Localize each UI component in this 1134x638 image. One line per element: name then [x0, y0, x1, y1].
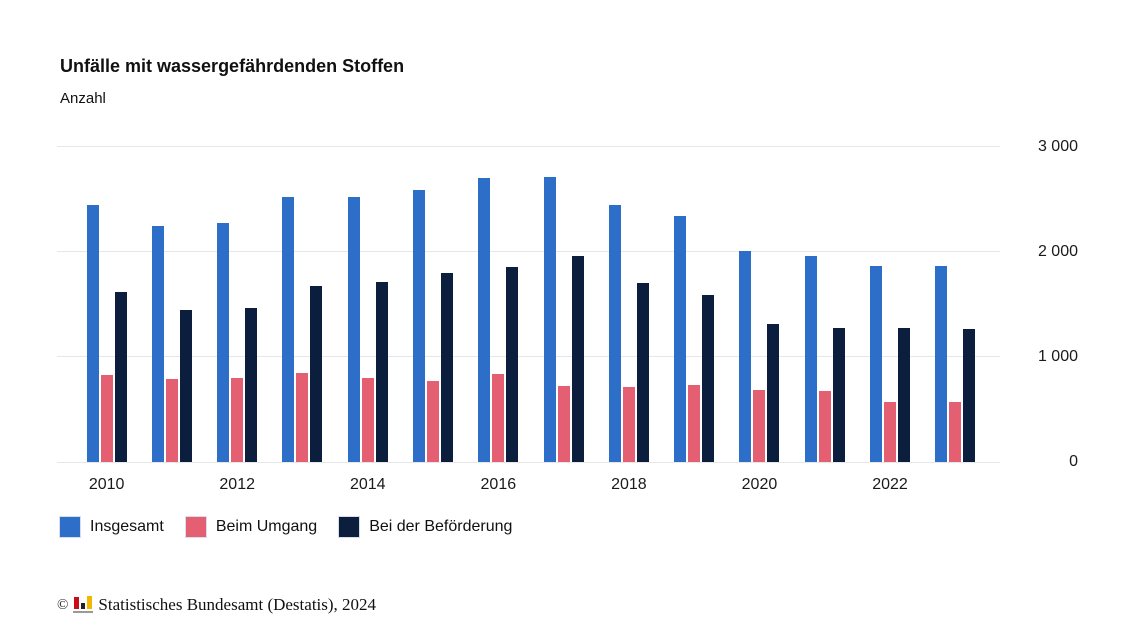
x-tick-label-2014: 2014: [349, 476, 386, 493]
bar-insgesamt-2015[interactable]: [413, 190, 426, 462]
bar-beim-umgang-2021[interactable]: [818, 391, 831, 462]
x-tick-empty: [923, 476, 988, 494]
legend-label: Bei der Beförderung: [369, 518, 513, 535]
bar-insgesamt-2017[interactable]: [543, 177, 556, 462]
bar-bei-der-bef-rderung-2016[interactable]: [506, 267, 519, 462]
bar-bei-der-bef-rderung-2021[interactable]: [832, 328, 845, 462]
bar-group-2012: [205, 147, 270, 462]
bar-group-2013: [270, 147, 335, 462]
y-tick-label-0: 0: [1069, 453, 1078, 470]
bar-beim-umgang-2018[interactable]: [622, 387, 635, 462]
bar-bei-der-bef-rderung-2012[interactable]: [245, 308, 258, 462]
bar-group-2022: [857, 147, 922, 462]
bar-beim-umgang-2019[interactable]: [688, 385, 701, 462]
bar-bei-der-bef-rderung-2015[interactable]: [441, 273, 454, 462]
legend-label: Insgesamt: [90, 518, 164, 535]
legend-swatch-insgesamt: [60, 517, 80, 537]
x-tick-empty: [662, 476, 727, 494]
x-tick-label-2022: 2022: [872, 476, 908, 493]
legend-swatch-bei-der-bef-rderung: [339, 517, 360, 537]
bar-insgesamt-2021[interactable]: [804, 256, 817, 462]
x-tick-label-2018: 2018: [611, 476, 647, 493]
bar-beim-umgang-2017[interactable]: [557, 386, 570, 462]
bar-insgesamt-2022[interactable]: [870, 266, 883, 462]
gridline-3000: [57, 146, 1000, 147]
bar-beim-umgang-2016[interactable]: [492, 374, 505, 462]
y-axis-labels: 3 000 2 000 1 000 0: [1005, 138, 1078, 470]
bar-bei-der-bef-rderung-2014[interactable]: [375, 282, 388, 462]
bar-group-2014: [335, 147, 400, 462]
bar-group-2020: [727, 147, 792, 462]
x-tick-label-2012: 2012: [219, 476, 255, 493]
bar-group-2021: [792, 147, 857, 462]
bar-beim-umgang-2010[interactable]: [100, 375, 113, 462]
x-tick-label-2010: 2010: [88, 476, 125, 493]
bar-insgesamt-2010[interactable]: [86, 205, 99, 462]
bar-insgesamt-2016[interactable]: [478, 178, 491, 462]
bar-group-2023: [923, 147, 988, 462]
bar-insgesamt-2013[interactable]: [282, 197, 295, 462]
destatis-logo-icon: [73, 595, 94, 615]
x-tick-empty: [139, 476, 204, 494]
legend-item-insgesamt[interactable]: Insgesamt: [60, 517, 164, 537]
chart-title: Unfälle mit wassergefährdenden Stoffen: [60, 56, 405, 76]
bar-insgesamt-2012[interactable]: [217, 223, 230, 462]
bar-beim-umgang-2012[interactable]: [231, 378, 244, 462]
legend-item-beim-umgang[interactable]: Beim Umgang: [185, 517, 318, 537]
x-tick-empty: [270, 476, 335, 494]
bar-bei-der-bef-rderung-2018[interactable]: [636, 283, 649, 462]
bar-insgesamt-2019[interactable]: [674, 216, 687, 462]
bar-insgesamt-2018[interactable]: [608, 205, 621, 462]
bar-bei-der-bef-rderung-2017[interactable]: [571, 256, 584, 462]
bar-group-2016: [466, 147, 531, 462]
copyright-symbol: ©: [57, 596, 69, 613]
bar-insgesamt-2023[interactable]: [935, 266, 948, 462]
bar-beim-umgang-2013[interactable]: [296, 373, 309, 462]
bar-group-2017: [531, 147, 596, 462]
x-tick-empty: [531, 476, 596, 494]
bar-group-2011: [139, 147, 204, 462]
bar-bei-der-bef-rderung-2019[interactable]: [702, 295, 715, 462]
y-tick-label-1000: 1 000: [1037, 348, 1078, 365]
gridline-1000: [57, 356, 1000, 357]
bar-beim-umgang-2015[interactable]: [427, 381, 440, 462]
x-axis-labels: 2010 2012 2014 2016 2018 2020 2022: [74, 476, 988, 494]
gridline-0: [57, 462, 1000, 463]
bar-bei-der-bef-rderung-2020[interactable]: [767, 324, 780, 462]
bar-group-2015: [400, 147, 465, 462]
bar-beim-umgang-2011[interactable]: [165, 379, 178, 462]
bar-beim-umgang-2014[interactable]: [361, 378, 374, 462]
bar-bei-der-bef-rderung-2011[interactable]: [179, 310, 192, 462]
x-tick-empty: [792, 476, 857, 494]
legend-swatch-beim-umgang: [185, 517, 206, 537]
x-tick-label-2016: 2016: [480, 476, 517, 493]
bar-bei-der-bef-rderung-2013[interactable]: [310, 286, 323, 462]
legend-item-bei-der-bef-rderung[interactable]: Bei der Beförderung: [339, 517, 512, 537]
bar-beim-umgang-2023[interactable]: [949, 402, 962, 462]
bar-group-2018: [596, 147, 661, 462]
x-tick-label-2020: 2020: [741, 476, 778, 493]
bar-insgesamt-2020[interactable]: [739, 251, 752, 462]
bar-bei-der-bef-rderung-2022[interactable]: [898, 328, 911, 462]
source-text: Statistisches Bundesamt (Destatis), 2024: [98, 595, 377, 614]
chart-unit-label: Anzahl: [60, 90, 106, 107]
y-tick-label-3000: 3 000: [1037, 138, 1078, 155]
legend: Insgesamt Beim Umgang Bei der Beförderung: [60, 517, 512, 537]
bar-bei-der-bef-rderung-2023[interactable]: [963, 329, 976, 462]
x-tick-empty: [400, 476, 465, 494]
bar-insgesamt-2011[interactable]: [151, 226, 164, 462]
gridline-2000: [57, 251, 1000, 252]
bar-insgesamt-2014[interactable]: [347, 197, 360, 462]
bar-groups: [74, 147, 988, 462]
bar-group-2010: [74, 147, 139, 462]
y-tick-label-2000: 2 000: [1037, 243, 1078, 260]
bar-beim-umgang-2020[interactable]: [753, 390, 766, 462]
source-line: © Statistisches Bundesamt (Destatis), 20…: [57, 595, 376, 615]
bar-group-2019: [662, 147, 727, 462]
bar-bei-der-bef-rderung-2010[interactable]: [114, 292, 127, 462]
bar-beim-umgang-2022[interactable]: [884, 402, 897, 462]
plot-area: [57, 146, 1000, 463]
legend-label: Beim Umgang: [215, 518, 318, 535]
